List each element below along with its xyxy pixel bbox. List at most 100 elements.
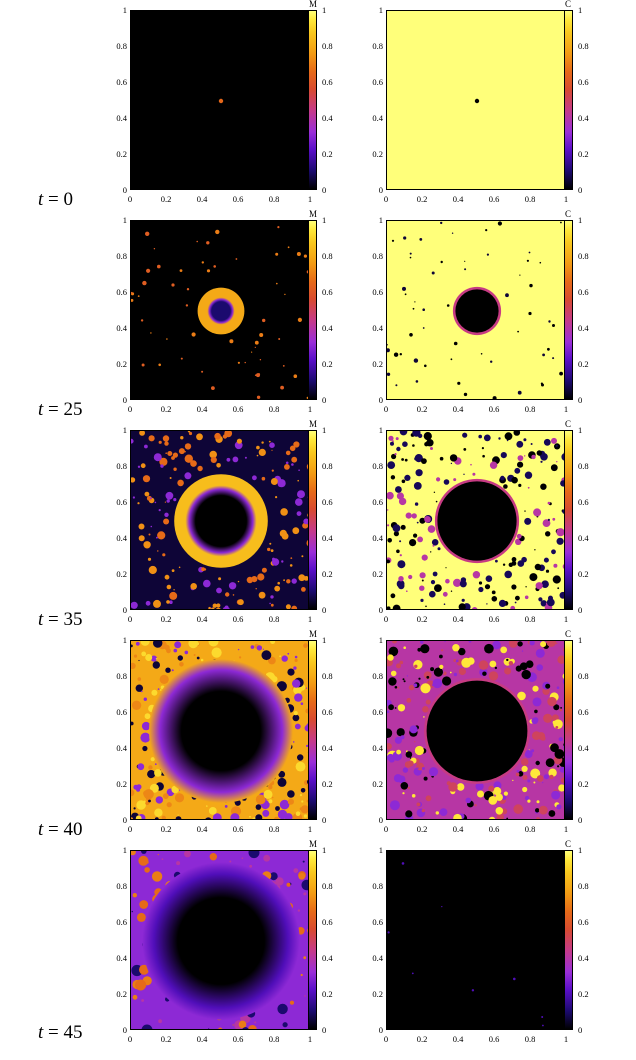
speckle: [413, 308, 415, 310]
speckle: [406, 751, 413, 758]
speckle: [535, 564, 541, 570]
x-tick-label: 0.8: [520, 194, 540, 204]
speckle: [284, 294, 285, 295]
speckle: [154, 453, 162, 461]
speckle: [406, 513, 412, 519]
speckle: [262, 568, 267, 573]
y-tick-label: 0.8: [109, 251, 127, 261]
speckle: [163, 519, 169, 525]
speckle: [280, 386, 284, 390]
colorbar-tick-label: 0.4: [322, 533, 333, 543]
speckle: [433, 679, 443, 689]
speckle: [203, 580, 211, 588]
speckle: [133, 995, 138, 1000]
x-tick-label: 0.8: [520, 614, 540, 624]
speckle: [263, 649, 264, 650]
speckle: [412, 794, 416, 798]
x-tick-label: 0.2: [156, 1034, 176, 1044]
speckle: [452, 233, 453, 234]
speckle: [157, 265, 161, 269]
speckle: [516, 441, 523, 448]
speckle: [227, 458, 231, 462]
heatmap-M: [130, 430, 310, 610]
speckle: [452, 644, 459, 651]
speckle: [405, 810, 412, 817]
speckle: [165, 452, 167, 454]
speckle: [138, 856, 148, 866]
y-tick-label: 0.4: [365, 113, 383, 123]
y-tick-label: 0.8: [365, 41, 383, 51]
speckle: [398, 704, 405, 711]
y-tick-label: 0.2: [109, 779, 127, 789]
hole: [427, 681, 528, 782]
speckle: [157, 531, 165, 539]
speckle: [505, 432, 513, 440]
speckle: [482, 447, 484, 449]
speckle: [164, 513, 168, 517]
speckle: [556, 804, 561, 809]
speckle: [137, 913, 146, 922]
x-tick-label: 0: [376, 194, 396, 204]
x-tick-label: 0.4: [192, 194, 212, 204]
speckle: [190, 460, 197, 467]
speckle: [276, 283, 278, 285]
speckle: [166, 338, 168, 340]
speckle: [288, 246, 290, 248]
speckle: [149, 534, 151, 536]
speckle: [238, 362, 240, 364]
speckle: [269, 442, 275, 448]
speckle: [500, 476, 505, 481]
speckle: [401, 525, 406, 530]
speckle: [441, 261, 443, 263]
speckle: [141, 319, 143, 321]
speckle: [409, 539, 416, 546]
speckle: [422, 555, 428, 561]
speckle: [520, 662, 528, 670]
speckle: [154, 248, 155, 249]
speckle: [529, 252, 531, 254]
speckle: [433, 545, 435, 547]
speckle: [154, 809, 162, 817]
speckle: [271, 549, 274, 552]
speckle: [553, 575, 561, 583]
speckle: [424, 365, 427, 368]
speckle: [484, 435, 491, 442]
speckle: [442, 676, 451, 685]
speckle: [167, 451, 172, 456]
speckle: [151, 526, 153, 528]
speckle: [424, 432, 432, 440]
speckle: [257, 455, 259, 457]
speckle: [179, 448, 185, 454]
speckle: [464, 268, 466, 270]
speckle: [190, 583, 197, 590]
speckle: [488, 786, 494, 792]
speckle: [440, 222, 442, 224]
speckle: [158, 1019, 162, 1023]
speckle: [286, 604, 291, 609]
speckle: [245, 362, 246, 363]
speckle: [269, 441, 271, 443]
x-tick-label: 0.8: [264, 824, 284, 834]
speckle: [196, 642, 199, 645]
speckle: [522, 670, 531, 679]
speckle: [218, 577, 221, 580]
speckle: [156, 537, 158, 539]
speckle: [388, 701, 390, 703]
heatmap-C: [386, 640, 566, 820]
speckle: [286, 579, 290, 583]
colorbar-tick-label: 0.2: [578, 989, 589, 999]
x-tick-label: 0.4: [448, 194, 468, 204]
speckle: [513, 804, 523, 814]
colorbar-tick-label: 0.2: [322, 149, 333, 159]
speckle: [426, 700, 431, 705]
colorbar-title: M: [309, 419, 317, 429]
speckle: [259, 333, 263, 337]
x-tick-label: 0.8: [264, 194, 284, 204]
speckle: [536, 664, 543, 671]
colorbar-tick-label: 1: [322, 635, 326, 645]
center-spot: [219, 99, 223, 103]
